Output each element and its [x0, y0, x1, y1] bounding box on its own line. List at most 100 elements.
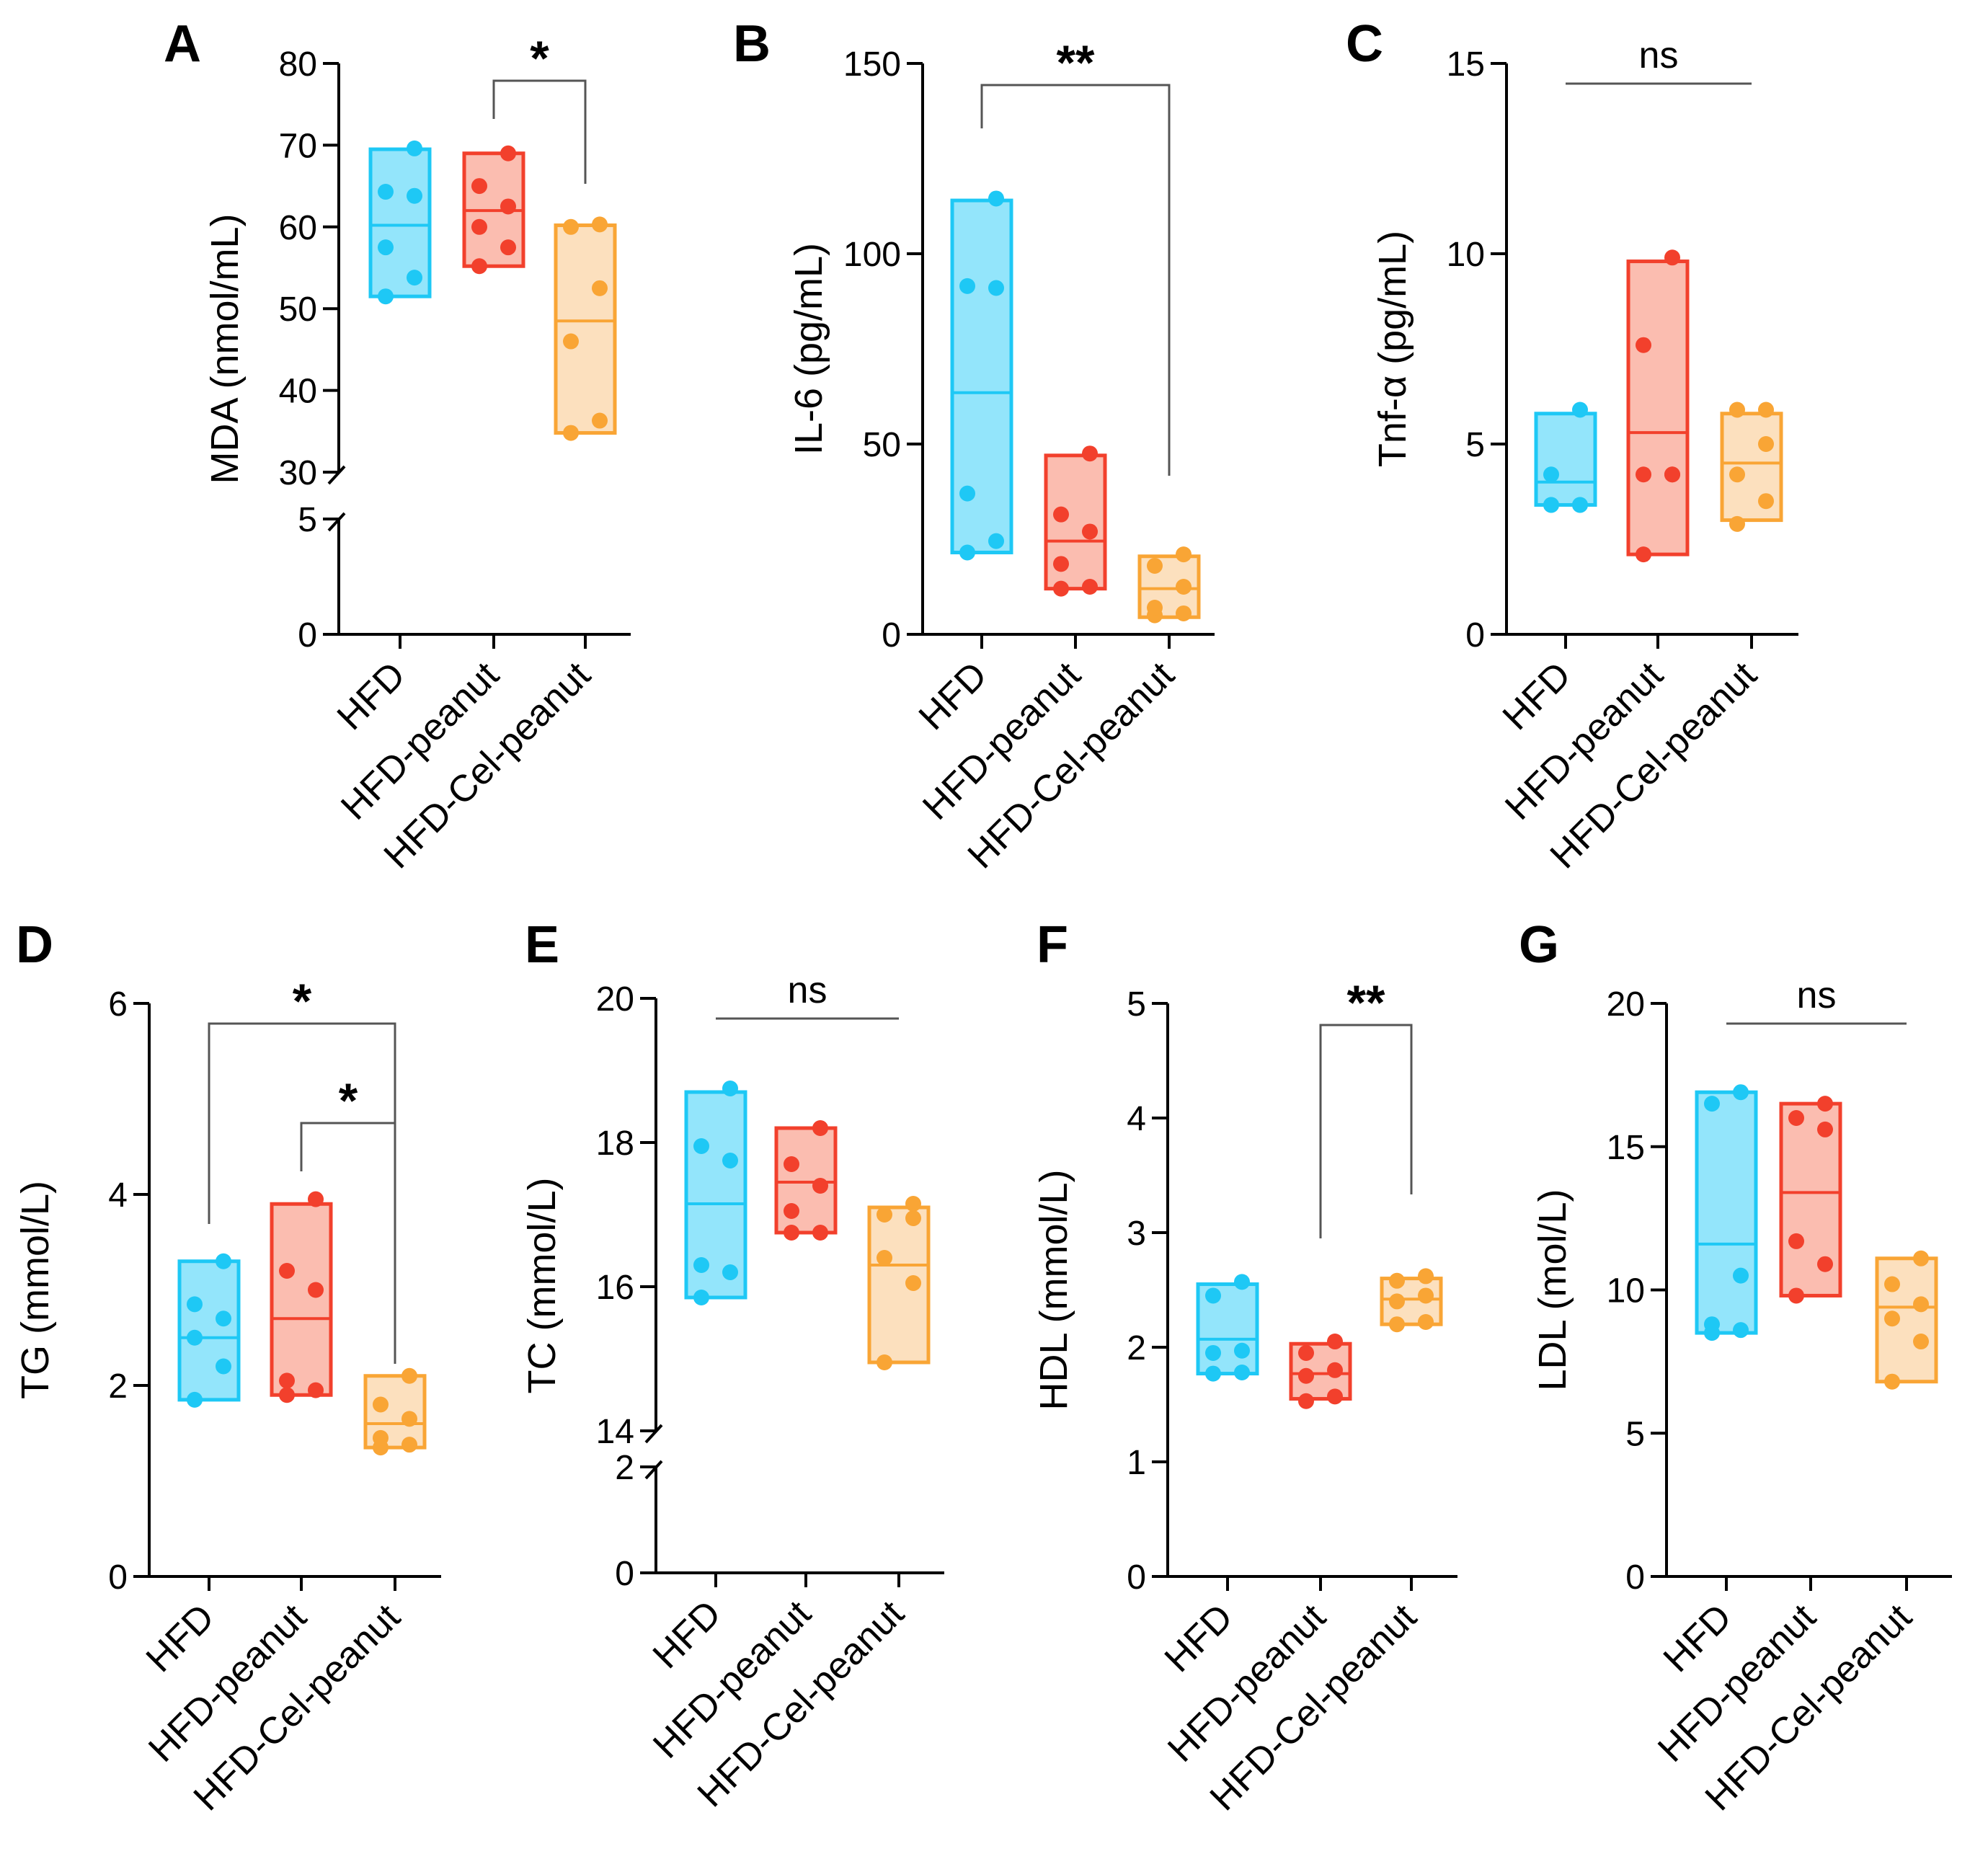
data-point [1234, 1342, 1250, 1359]
range-bar-hfd-peanut [774, 1126, 838, 1235]
significance-bracket [980, 84, 1171, 476]
data-point [812, 1178, 828, 1194]
data-point [1733, 1267, 1749, 1284]
x-tick-label: HFD [1157, 1596, 1241, 1680]
significance-label: * [293, 974, 312, 1029]
data-point [407, 270, 422, 286]
y-tick-label: 80 [279, 45, 317, 84]
panel-label: A [164, 15, 201, 73]
y-tick-label: 50 [863, 426, 901, 464]
data-point [1234, 1274, 1250, 1290]
data-point [378, 288, 394, 305]
data-point [1636, 546, 1651, 563]
data-point [1082, 523, 1098, 540]
data-point [563, 425, 579, 441]
data-point [1664, 466, 1680, 483]
y-tick-label: 15 [1607, 1129, 1645, 1167]
panel-label: E [525, 916, 559, 974]
data-point [279, 1387, 295, 1403]
data-point [1147, 600, 1163, 616]
data-point [905, 1196, 921, 1212]
data-point [1176, 579, 1192, 595]
data-point [1389, 1316, 1405, 1333]
data-point [1205, 1365, 1221, 1382]
data-point [877, 1354, 892, 1370]
data-point [1176, 546, 1192, 563]
data-point [407, 140, 422, 156]
y-tick-label: 0 [1465, 616, 1485, 655]
significance-label: * [530, 31, 549, 86]
significance-label: ns [1639, 35, 1679, 76]
data-point [1543, 466, 1559, 483]
y-tick-label: 4 [1127, 1100, 1146, 1138]
y-tick-label: 20 [1607, 985, 1645, 1024]
data-point [905, 1275, 921, 1291]
data-point [187, 1296, 203, 1313]
data-point [1788, 1110, 1804, 1126]
y-tick-label: 0 [1625, 1558, 1645, 1597]
y-tick-label: 3 [1127, 1215, 1146, 1253]
data-point [1788, 1233, 1804, 1249]
data-point [1884, 1276, 1900, 1292]
data-point [279, 1263, 295, 1279]
data-point [1884, 1373, 1900, 1390]
x-tick-label: HFD [138, 1596, 223, 1680]
data-point [1664, 249, 1680, 266]
x-tick-label: HFD [911, 654, 995, 738]
data-point [592, 280, 608, 296]
data-point [308, 1282, 324, 1298]
data-point [1176, 605, 1192, 621]
data-point [279, 1372, 295, 1389]
data-point [1788, 1287, 1804, 1304]
panel-label: D [16, 916, 53, 974]
range-bar-hfd [1695, 1090, 1758, 1335]
data-point [1733, 1084, 1749, 1101]
axis-break-mark [327, 465, 346, 485]
data-point [1327, 1362, 1343, 1378]
y-tick-label: 2 [615, 1449, 634, 1487]
y-tick-label: 5 [1127, 985, 1146, 1024]
data-point [500, 239, 516, 256]
y-tick-label: 70 [279, 127, 317, 165]
data-point [471, 218, 487, 235]
data-point [378, 239, 394, 256]
data-point [187, 1329, 203, 1346]
data-point [1572, 402, 1588, 418]
data-point [1418, 1287, 1434, 1304]
data-point [1082, 445, 1098, 462]
data-point [1758, 402, 1774, 418]
data-point [373, 1429, 389, 1446]
data-point [1913, 1250, 1929, 1267]
data-point [1298, 1393, 1314, 1409]
y-tick-label: 0 [882, 616, 901, 655]
data-point [378, 184, 394, 200]
data-point [1817, 1121, 1833, 1137]
axis-break-mark [644, 1460, 663, 1480]
y-tick-label: 6 [108, 985, 128, 1024]
y-tick-label: 50 [279, 290, 317, 329]
significance-label: ns [788, 970, 827, 1011]
y-axis-title: IL-6 (pg/mL) [787, 243, 830, 455]
y-axis-title: HDL (mmol/L) [1032, 1169, 1075, 1410]
y-tick-label: 15 [1447, 45, 1485, 84]
y-tick-label: 4 [108, 1176, 128, 1215]
y-axis-title: TG (mmol/L) [14, 1181, 57, 1399]
data-point [1082, 579, 1098, 595]
data-point [1389, 1293, 1405, 1310]
significance-label: ** [1347, 975, 1385, 1030]
data-point [988, 190, 1004, 207]
range-bar-hfd-cel-peanut [554, 223, 617, 435]
data-point [308, 1382, 324, 1398]
data-point [784, 1225, 799, 1241]
range-bar-hfd [177, 1259, 241, 1402]
data-point [563, 333, 579, 350]
data-point [988, 280, 1004, 296]
x-tick-label: HFD [329, 654, 414, 738]
data-point [216, 1253, 231, 1269]
panel-label: F [1037, 916, 1068, 974]
y-tick-label: 5 [1465, 426, 1485, 464]
data-point [216, 1358, 231, 1375]
